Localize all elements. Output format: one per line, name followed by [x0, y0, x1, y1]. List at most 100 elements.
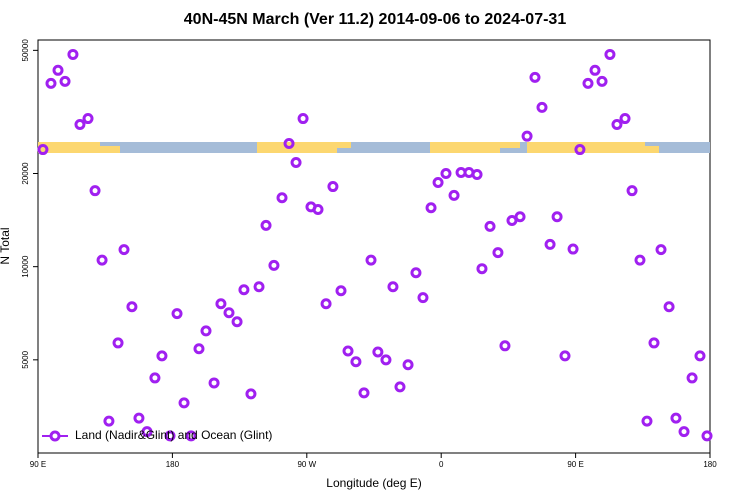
- point: [506, 214, 518, 226]
- point: [141, 426, 153, 438]
- point: [185, 430, 197, 442]
- point: [536, 101, 548, 113]
- point: [118, 244, 130, 256]
- point: [112, 337, 124, 349]
- point: [178, 397, 190, 409]
- point: [96, 254, 108, 266]
- point: [604, 48, 616, 60]
- point: [276, 192, 288, 204]
- point: [358, 387, 370, 399]
- point: [448, 189, 460, 201]
- point: [350, 356, 362, 368]
- x-tick-label: 90 E: [567, 460, 583, 469]
- point: [89, 185, 101, 197]
- point: [372, 346, 384, 358]
- y-tick-label: 5000: [21, 350, 30, 368]
- point: [589, 64, 601, 76]
- point: [574, 144, 586, 156]
- plot-frame: [37, 39, 711, 454]
- point: [253, 281, 265, 293]
- x-axis-label: Longitude (deg E): [326, 476, 421, 490]
- point: [208, 377, 220, 389]
- point: [484, 220, 496, 232]
- land-ocean-strip: [38, 142, 710, 153]
- x-tick-label: 90 W: [297, 460, 316, 469]
- point: [686, 372, 698, 384]
- point: [215, 298, 227, 310]
- point: [320, 298, 332, 310]
- point: [582, 77, 594, 89]
- point: [342, 345, 354, 357]
- y-tick-label: 10000: [21, 255, 30, 278]
- point: [260, 219, 272, 231]
- point: [559, 350, 571, 362]
- point: [499, 340, 511, 352]
- point: [335, 285, 347, 297]
- point: [425, 202, 437, 214]
- point: [544, 238, 556, 250]
- point: [417, 292, 429, 304]
- point: [45, 77, 57, 89]
- point: [670, 412, 682, 424]
- point: [471, 169, 483, 181]
- point: [52, 64, 64, 76]
- point: [394, 381, 406, 393]
- point: [231, 316, 243, 328]
- point: [492, 247, 504, 259]
- point: [701, 430, 713, 442]
- point: [193, 343, 205, 355]
- point: [156, 350, 168, 362]
- point: [678, 426, 690, 438]
- point: [387, 281, 399, 293]
- point: [551, 211, 563, 223]
- point: [149, 372, 161, 384]
- point: [297, 113, 309, 125]
- point: [529, 71, 541, 83]
- point: [74, 118, 86, 130]
- point: [67, 48, 79, 60]
- y-axis-label: N Total: [0, 227, 12, 264]
- y-tick-label: 20000: [21, 162, 30, 185]
- point: [596, 75, 608, 87]
- point: [611, 118, 623, 130]
- chart-title: 40N-45N March (Ver 11.2) 2014-09-06 to 2…: [184, 11, 567, 28]
- legend-label: Land (Nadir&Glint) and Ocean (Glint): [75, 428, 272, 442]
- x-tick-label: 90 E: [30, 460, 46, 469]
- point: [59, 75, 71, 87]
- point: [432, 177, 444, 189]
- point: [380, 354, 392, 366]
- point: [126, 301, 138, 313]
- point: [268, 259, 280, 271]
- point: [283, 138, 295, 150]
- x-tick-label: 0: [439, 460, 444, 469]
- point: [365, 254, 377, 266]
- point: [164, 430, 176, 442]
- point: [103, 415, 115, 427]
- point: [663, 301, 675, 313]
- point: [440, 168, 452, 180]
- point: [567, 243, 579, 255]
- point: [410, 267, 422, 279]
- y-tick-label: 50000: [21, 39, 30, 62]
- point: [619, 113, 631, 125]
- point: [655, 244, 667, 256]
- point: [327, 181, 339, 193]
- point: [37, 144, 49, 156]
- point: [634, 254, 646, 266]
- point: [626, 185, 638, 197]
- point: [82, 113, 94, 125]
- x-tick-label: 180: [166, 460, 180, 469]
- point: [641, 415, 653, 427]
- legend-marker: [49, 430, 61, 442]
- point: [694, 350, 706, 362]
- point: [245, 388, 257, 400]
- point: [290, 157, 302, 169]
- point: [223, 307, 235, 319]
- point: [171, 308, 183, 320]
- point: [200, 325, 212, 337]
- point: [312, 204, 324, 216]
- point: [514, 211, 526, 223]
- point: [476, 263, 488, 275]
- point: [402, 359, 414, 371]
